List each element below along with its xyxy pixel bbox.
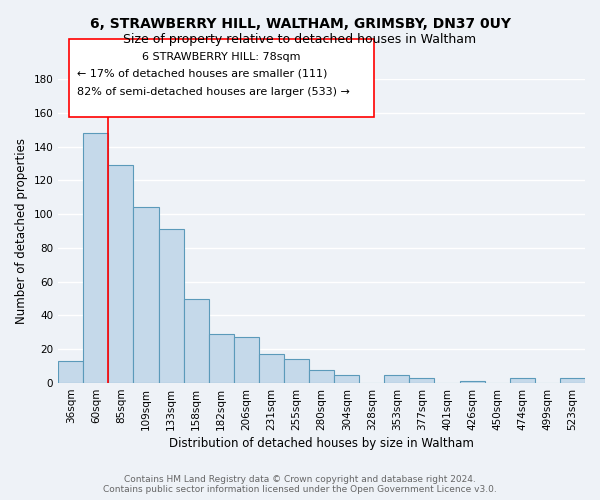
Text: ← 17% of detached houses are smaller (111): ← 17% of detached houses are smaller (11… (77, 68, 327, 78)
Bar (234, 338, 259, 383)
Text: Contains HM Land Registry data © Crown copyright and database right 2024.: Contains HM Land Registry data © Crown c… (124, 475, 476, 484)
Bar (385, 374, 409, 383)
X-axis label: Distribution of detached houses by size in Waltham: Distribution of detached houses by size … (169, 437, 474, 450)
Bar (560, 378, 585, 383)
Text: 6 STRAWBERRY HILL: 78sqm: 6 STRAWBERRY HILL: 78sqm (142, 52, 301, 62)
Y-axis label: Number of detached properties: Number of detached properties (15, 138, 28, 324)
Bar (209, 334, 234, 383)
Text: Contains public sector information licensed under the Open Government Licence v3: Contains public sector information licen… (103, 485, 497, 494)
Bar (58, 361, 83, 383)
Text: 82% of semi-detached houses are larger (533) →: 82% of semi-detached houses are larger (… (77, 86, 349, 97)
Bar (460, 382, 485, 383)
Text: 6, STRAWBERRY HILL, WALTHAM, GRIMSBY, DN37 0UY: 6, STRAWBERRY HILL, WALTHAM, GRIMSBY, DN… (89, 18, 511, 32)
FancyBboxPatch shape (69, 40, 374, 117)
Text: Size of property relative to detached houses in Waltham: Size of property relative to detached ho… (124, 32, 476, 46)
Bar (109, 165, 133, 383)
Bar (309, 370, 334, 383)
Bar (158, 230, 184, 383)
Bar (83, 133, 109, 383)
Bar (334, 374, 359, 383)
Bar (259, 354, 284, 383)
Bar (409, 378, 434, 383)
Bar (510, 378, 535, 383)
Bar (184, 298, 209, 383)
Bar (133, 208, 158, 383)
Bar (284, 360, 309, 383)
